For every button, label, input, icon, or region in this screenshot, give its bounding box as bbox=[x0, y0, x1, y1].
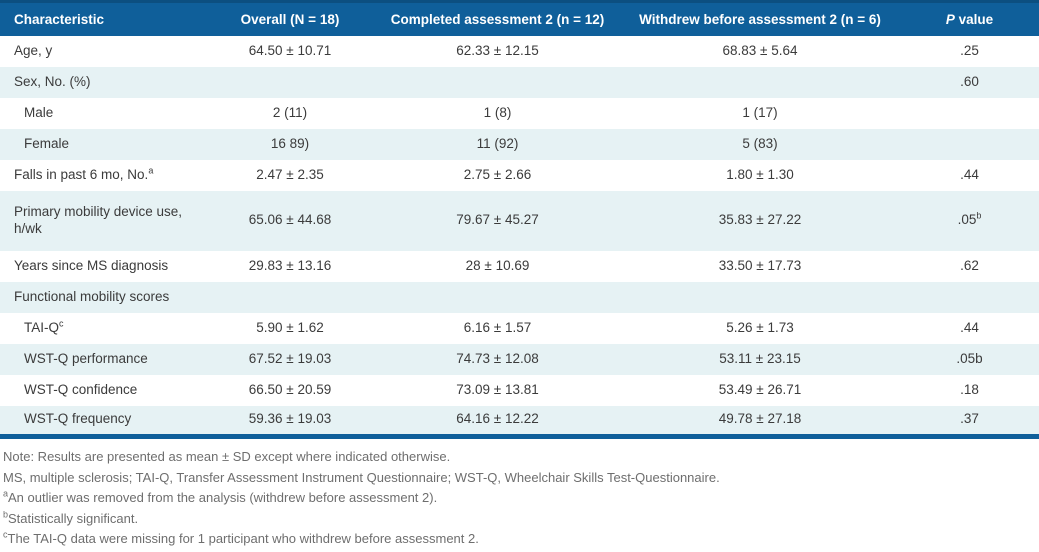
p-value-cell: .44 bbox=[960, 319, 979, 335]
withdrew-cell: 53.11 ± 23.15 bbox=[719, 350, 801, 366]
overall-cell bbox=[205, 67, 375, 98]
completed-cell: 11 (92) bbox=[476, 135, 519, 151]
p-value-cell: .44 bbox=[960, 166, 979, 182]
table-row-male: Male 2 (11) 1 (8) 1 (17) bbox=[0, 98, 1039, 129]
characteristic-cell: Male bbox=[24, 104, 54, 120]
table-row-wst-q-confidence: WST-Q confidence 66.50 ± 20.59 73.09 ± 1… bbox=[0, 375, 1039, 406]
overall-cell: 16 89) bbox=[270, 135, 310, 151]
completed-cell: 28 ± 10.69 bbox=[465, 257, 530, 273]
completed-cell: 6.16 ± 1.57 bbox=[463, 319, 532, 335]
withdrew-cell: 53.49 ± 26.71 bbox=[718, 381, 802, 397]
p-value-cell bbox=[900, 129, 1039, 160]
withdrew-cell: 49.78 ± 27.18 bbox=[718, 411, 802, 427]
completed-cell: 79.67 ± 45.27 bbox=[456, 212, 539, 228]
table-row-falls: Falls in past 6 mo, No.a 2.47 ± 2.35 2.7… bbox=[0, 160, 1039, 191]
footnote-c: cThe TAI-Q data were missing for 1 parti… bbox=[3, 529, 479, 546]
withdrew-cell: 1 (17) bbox=[742, 104, 778, 120]
p-value-cell bbox=[900, 282, 1039, 313]
withdrew-cell: 33.50 ± 17.73 bbox=[718, 257, 802, 273]
column-header-p-value: P value bbox=[900, 0, 1039, 36]
overall-cell: 65.06 ± 44.68 bbox=[248, 212, 332, 228]
p-value-cell: .62 bbox=[960, 257, 979, 273]
footnote-abbreviations: MS, multiple sclerosis; TAI-Q, Transfer … bbox=[3, 469, 720, 485]
overall-cell: 64.50 ± 10.71 bbox=[248, 42, 332, 58]
table-row-sex: Sex, No. (%) .60 bbox=[0, 66, 1039, 98]
column-header-completed: Completed assessment 2 (n = 12) bbox=[375, 0, 620, 36]
completed-cell: 74.73 ± 12.08 bbox=[456, 350, 539, 366]
table-row-age: Age, y 64.50 ± 10.71 62.33 ± 12.15 68.83… bbox=[0, 36, 1039, 67]
table-row-mobility-device-use: Primary mobility device use, h/wk 65.06 … bbox=[0, 190, 1039, 251]
p-value-cell: .60 bbox=[960, 73, 979, 89]
characteristic-cell: Functional mobility scores bbox=[14, 288, 170, 304]
completed-cell: 62.33 ± 12.15 bbox=[456, 42, 539, 58]
withdrew-cell: 1.80 ± 1.30 bbox=[726, 166, 794, 182]
participant-characteristics-table: Characteristic Overall (N = 18) Complete… bbox=[0, 0, 1039, 439]
characteristic-cell: WST-Q frequency bbox=[24, 411, 132, 427]
completed-cell: 2.75 ± 2.66 bbox=[463, 166, 532, 182]
completed-cell: 64.16 ± 12.22 bbox=[456, 411, 539, 427]
completed-cell: 1 (8) bbox=[483, 104, 512, 120]
overall-cell: 5.90 ± 1.62 bbox=[256, 319, 324, 335]
overall-cell: 29.83 ± 13.16 bbox=[248, 257, 332, 273]
p-value-cell: .05b bbox=[956, 350, 983, 366]
column-header-withdrew: Withdrew before assessment 2 (n = 6) bbox=[620, 0, 900, 36]
p-value-rest: value bbox=[954, 11, 994, 27]
p-value-cell bbox=[900, 98, 1039, 129]
table-row-functional-mobility-scores: Functional mobility scores bbox=[0, 281, 1039, 313]
overall-cell bbox=[205, 282, 375, 313]
footnote-note: Note: Results are presented as mean ± SD… bbox=[3, 449, 451, 464]
overall-cell: 2.47 ± 2.35 bbox=[256, 166, 324, 182]
table-body: Age, y 64.50 ± 10.71 62.33 ± 12.15 68.83… bbox=[0, 36, 1039, 437]
withdrew-cell: 5.26 ± 1.73 bbox=[726, 319, 794, 335]
characteristic-cell: Falls in past 6 mo, No.a bbox=[14, 165, 154, 182]
overall-cell: 2 (11) bbox=[272, 104, 308, 120]
completed-cell: 73.09 ± 13.81 bbox=[456, 381, 539, 397]
table-row-years-since-diagnosis: Years since MS diagnosis 29.83 ± 13.16 2… bbox=[0, 251, 1039, 282]
characteristic-cell: Years since MS diagnosis bbox=[14, 257, 169, 273]
characteristic-cell: Female bbox=[24, 135, 70, 151]
overall-cell: 66.50 ± 20.59 bbox=[248, 381, 332, 397]
completed-cell bbox=[375, 67, 620, 98]
column-header-characteristic: Characteristic bbox=[0, 0, 205, 36]
withdrew-cell: 35.83 ± 27.22 bbox=[718, 212, 802, 228]
characteristic-cell: Primary mobility device use, h/wk bbox=[14, 203, 183, 236]
footnote-a: aAn outlier was removed from the analysi… bbox=[3, 488, 438, 505]
table-row-female: Female 16 89) 11 (92) 5 (83) bbox=[0, 128, 1039, 160]
table-header: Characteristic Overall (N = 18) Complete… bbox=[0, 0, 1039, 36]
characteristic-cell: Sex, No. (%) bbox=[14, 73, 91, 89]
column-header-overall: Overall (N = 18) bbox=[205, 0, 375, 36]
p-value-cell: .05b bbox=[957, 210, 982, 228]
p-value-cell: .37 bbox=[960, 411, 979, 427]
table-row-tai-q: TAI-Qc 5.90 ± 1.62 6.16 ± 1.57 5.26 ± 1.… bbox=[0, 313, 1039, 344]
withdrew-cell bbox=[620, 282, 900, 313]
characteristic-cell: WST-Q performance bbox=[24, 350, 148, 366]
table-footnotes: Note: Results are presented as mean ± SD… bbox=[0, 439, 1039, 550]
characteristic-cell: WST-Q confidence bbox=[24, 381, 138, 397]
p-value-italic: P bbox=[945, 11, 955, 27]
footnote-b: bStatistically significant. bbox=[3, 509, 139, 526]
header-row: Characteristic Overall (N = 18) Complete… bbox=[0, 0, 1039, 36]
withdrew-cell bbox=[620, 67, 900, 98]
withdrew-cell: 68.83 ± 5.64 bbox=[722, 42, 798, 58]
p-value-cell: .18 bbox=[960, 381, 979, 397]
withdrew-cell: 5 (83) bbox=[742, 135, 778, 151]
table-row-wst-q-frequency: WST-Q frequency 59.36 ± 19.03 64.16 ± 12… bbox=[0, 405, 1039, 437]
completed-cell bbox=[375, 282, 620, 313]
characteristic-cell: Age, y bbox=[14, 42, 53, 58]
characteristic-cell: TAI-Qc bbox=[24, 318, 64, 335]
p-value-cell: .25 bbox=[960, 42, 979, 58]
overall-cell: 67.52 ± 19.03 bbox=[248, 350, 332, 366]
overall-cell: 59.36 ± 19.03 bbox=[248, 411, 332, 427]
table-row-wst-q-performance: WST-Q performance 67.52 ± 19.03 74.73 ± … bbox=[0, 343, 1039, 375]
